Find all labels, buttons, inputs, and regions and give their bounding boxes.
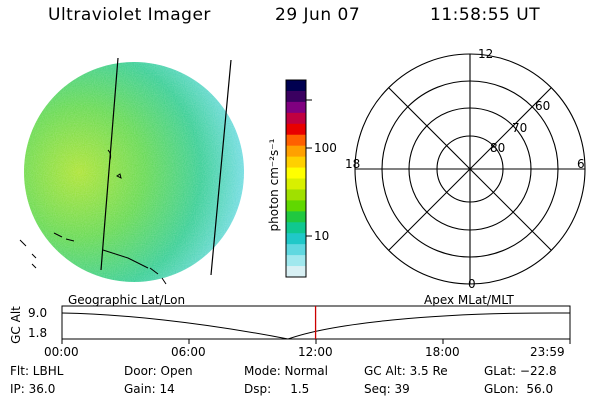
status-ip: IP: 36.0 — [10, 382, 56, 396]
x-tick-label: 06:00 — [171, 345, 206, 359]
x-tick-label: 18:00 — [425, 345, 460, 359]
colorbar-cell — [286, 211, 306, 223]
colorbar-cell — [286, 178, 306, 190]
colorbar-cell — [286, 134, 306, 147]
mlt-label-6: 6 — [577, 157, 585, 171]
colorbar-cell — [286, 200, 306, 212]
colorbar-cell — [286, 255, 306, 267]
x-tick-label: 00:00 — [44, 345, 79, 359]
colorbar-cell — [286, 80, 306, 92]
mlt-label-0: 0 — [468, 277, 476, 291]
status-glat: GLat: −22.8 — [484, 364, 557, 378]
colorbar-cell — [286, 123, 306, 136]
mlt-label-12: 12 — [478, 47, 494, 61]
mlat-label-80: 80 — [490, 141, 506, 155]
colorbar-cell — [286, 266, 306, 278]
colorbar-cell — [286, 156, 306, 169]
colorbar-cell — [286, 222, 306, 234]
x-tick-label: 23:59 — [530, 345, 565, 359]
mlt-label-18: 18 — [345, 157, 361, 171]
y-tick-min: 1.8 — [28, 326, 48, 340]
colorbar-cell — [286, 233, 306, 245]
instrument-title: Ultraviolet Imager — [48, 5, 211, 25]
x-tick-label: 12:00 — [298, 345, 333, 359]
status-seq: Seq: 39 — [364, 382, 410, 396]
status-dsp: Dsp: 1.5 — [244, 382, 310, 396]
apex-label: Apex MLat/MLT — [424, 293, 514, 307]
status-gain: Gain: 14 — [124, 382, 175, 396]
observation-time: 11:58:55 UT — [430, 5, 541, 25]
colorbar-cell — [286, 101, 306, 114]
colorbar-cell — [286, 145, 306, 158]
status-filter: Flt: LBHL — [10, 364, 64, 378]
y-tick-max: 9.0 — [28, 306, 48, 320]
colorbar-cell — [286, 167, 306, 179]
mlat-label-60: 60 — [535, 99, 551, 113]
geographic-label: Geographic Lat/Lon — [68, 293, 186, 307]
status-door: Door: Open — [124, 364, 193, 378]
colorbar-cell — [286, 112, 306, 125]
status-gc-alt: GC Alt: 3.5 Re — [364, 364, 448, 378]
observation-date: 29 Jun 07 — [275, 5, 361, 25]
status-glon: GLon: 56.0 — [484, 382, 554, 396]
colorbar-tick-100: 100 — [314, 141, 337, 155]
colorbar-cell — [286, 189, 306, 201]
uv-image-disc — [19, 57, 244, 285]
colorbar-cell — [286, 90, 306, 103]
status-mode: Mode: Normal — [244, 364, 328, 378]
mlat-label-70: 70 — [512, 121, 528, 135]
colorbar-cell — [286, 244, 306, 256]
colorbar-tick-10: 10 — [314, 229, 330, 243]
